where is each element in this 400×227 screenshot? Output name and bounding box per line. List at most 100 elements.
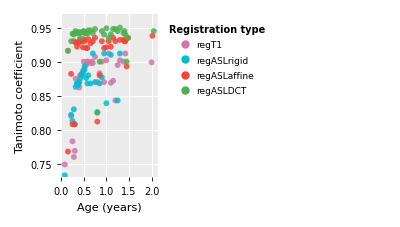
regASLDCT xyxy=(80,30,87,34)
regASLDCT xyxy=(77,37,83,40)
regASLDCT xyxy=(85,29,92,33)
regASLrigid xyxy=(71,108,77,112)
regASLDCT xyxy=(75,31,82,35)
regASLDCT xyxy=(108,33,114,37)
regT1 xyxy=(78,73,85,76)
regT1 xyxy=(87,62,94,66)
Y-axis label: Tanimoto coefficient: Tanimoto coefficient xyxy=(15,40,25,152)
regT1 xyxy=(92,56,98,59)
regASLDCT xyxy=(94,111,100,115)
regASLrigid xyxy=(76,81,82,84)
regASLDCT xyxy=(65,50,71,53)
regASLaffine xyxy=(69,123,76,127)
regASLrigid xyxy=(72,123,78,127)
regT1 xyxy=(68,115,74,118)
regASLrigid xyxy=(68,114,74,117)
regT1 xyxy=(72,149,78,153)
regT1 xyxy=(122,52,128,56)
regASLrigid xyxy=(103,102,110,106)
regASLaffine xyxy=(110,37,116,40)
regASLrigid xyxy=(99,76,105,80)
regT1 xyxy=(80,61,87,64)
regT1 xyxy=(74,82,80,86)
regT1 xyxy=(106,52,112,56)
regT1 xyxy=(120,61,127,64)
regASLaffine xyxy=(72,123,78,127)
regASLDCT xyxy=(74,32,80,36)
regASLDCT xyxy=(125,37,131,40)
regT1 xyxy=(96,72,103,76)
regASLDCT xyxy=(69,33,76,36)
regT1 xyxy=(110,79,116,83)
regASLrigid xyxy=(96,82,103,86)
regT1 xyxy=(69,140,76,143)
regASLaffine xyxy=(108,46,114,49)
regASLrigid xyxy=(84,82,91,86)
Legend: regT1, regASLrigid, regASLaffine, regASLDCT: regT1, regASLrigid, regASLaffine, regASL… xyxy=(164,20,271,101)
regASLDCT xyxy=(84,33,91,36)
regASLrigid xyxy=(80,69,87,72)
regASLaffine xyxy=(120,39,127,42)
regASLDCT xyxy=(122,33,128,37)
regASLDCT xyxy=(90,32,96,36)
regASLaffine xyxy=(122,40,128,44)
regASLaffine xyxy=(101,47,107,51)
regT1 xyxy=(108,81,114,85)
regT1 xyxy=(83,64,89,68)
regASLrigid xyxy=(85,74,92,78)
regASLDCT xyxy=(103,27,110,31)
regASLaffine xyxy=(94,120,100,124)
regT1 xyxy=(114,64,121,68)
regT1 xyxy=(84,61,91,64)
regASLrigid xyxy=(75,84,82,87)
regASLDCT xyxy=(80,31,86,34)
regASLaffine xyxy=(76,40,82,44)
regASLaffine xyxy=(75,42,82,46)
regASLDCT xyxy=(99,30,105,34)
regT1 xyxy=(94,81,100,84)
regASLDCT xyxy=(106,37,112,40)
regASLaffine xyxy=(103,46,110,50)
regT1 xyxy=(85,61,92,64)
regASLrigid xyxy=(114,99,121,103)
regASLrigid xyxy=(82,65,88,69)
regT1 xyxy=(72,77,79,81)
regASLrigid xyxy=(72,86,79,89)
regASLrigid xyxy=(90,52,96,56)
regT1 xyxy=(76,86,82,90)
X-axis label: Age (years): Age (years) xyxy=(78,202,142,212)
regT1 xyxy=(99,61,105,64)
regT1 xyxy=(148,61,155,65)
regT1 xyxy=(103,59,110,63)
regASLaffine xyxy=(74,46,80,49)
regASLaffine xyxy=(80,46,86,50)
regASLaffine xyxy=(124,65,130,69)
regASLDCT xyxy=(87,29,94,33)
regT1 xyxy=(82,69,88,72)
regASLDCT xyxy=(68,40,74,44)
regT1 xyxy=(101,81,107,84)
regASLrigid xyxy=(77,77,83,81)
regASLrigid xyxy=(92,81,98,84)
regASLrigid xyxy=(83,77,89,81)
regASLrigid xyxy=(117,52,123,56)
regASLaffine xyxy=(121,40,128,44)
regASLrigid xyxy=(62,174,68,178)
regASLaffine xyxy=(84,47,91,51)
regT1 xyxy=(80,70,86,74)
regASLaffine xyxy=(96,74,103,78)
regT1 xyxy=(62,163,68,167)
regASLaffine xyxy=(90,40,96,44)
regASLrigid xyxy=(87,82,94,86)
regASLrigid xyxy=(108,54,114,57)
regT1 xyxy=(89,61,95,64)
regASLaffine xyxy=(106,40,112,44)
regASLaffine xyxy=(87,42,94,46)
regASLDCT xyxy=(96,61,103,64)
regT1 xyxy=(77,74,83,78)
regT1 xyxy=(90,62,96,66)
regASLDCT xyxy=(101,33,107,37)
regT1 xyxy=(65,50,71,53)
regASLrigid xyxy=(101,52,107,56)
regASLaffine xyxy=(82,40,88,44)
